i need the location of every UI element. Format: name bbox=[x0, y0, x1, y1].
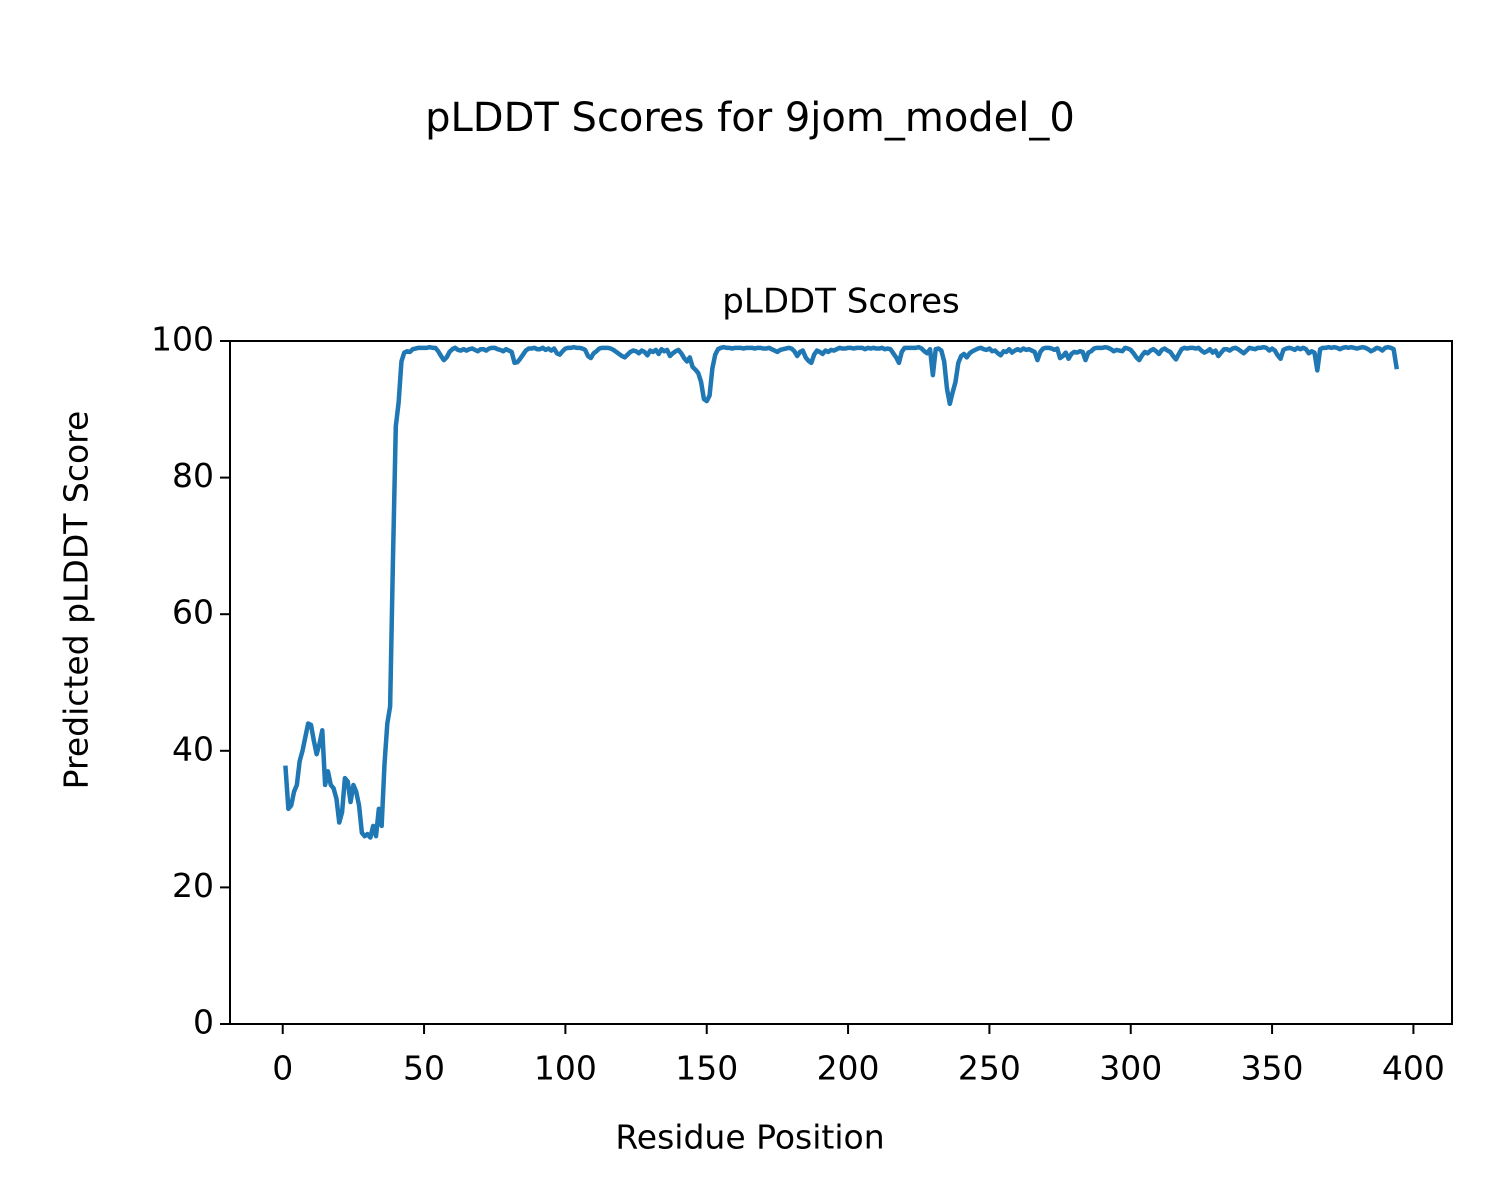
y-tick-label: 80 bbox=[172, 456, 214, 495]
y-tick-label: 20 bbox=[172, 866, 214, 905]
line-series bbox=[283, 344, 1400, 840]
x-axis-label: Residue Position bbox=[615, 1118, 884, 1157]
x-tick-label: 200 bbox=[817, 1049, 880, 1088]
y-tick-label: 0 bbox=[193, 1003, 214, 1042]
x-tick-label: 350 bbox=[1241, 1049, 1304, 1088]
x-tick-label: 0 bbox=[272, 1049, 293, 1088]
axes-title: pLDDT Scores bbox=[722, 282, 959, 322]
x-tick-label: 50 bbox=[403, 1049, 445, 1088]
y-tick-label: 100 bbox=[151, 320, 214, 359]
x-tick-label: 100 bbox=[534, 1049, 597, 1088]
y-axis-label: Predicted pLDDT Score bbox=[57, 411, 96, 790]
y-tick-label: 60 bbox=[172, 593, 214, 632]
x-tick-label: 400 bbox=[1382, 1049, 1445, 1088]
x-tick-label: 150 bbox=[675, 1049, 738, 1088]
x-tick-label: 250 bbox=[958, 1049, 1021, 1088]
plot-frame bbox=[229, 340, 1453, 1025]
y-tick-label: 40 bbox=[172, 729, 214, 768]
x-tick-label: 300 bbox=[1099, 1049, 1162, 1088]
chart-title: pLDDT Scores for 9jom_model_0 bbox=[425, 95, 1075, 141]
